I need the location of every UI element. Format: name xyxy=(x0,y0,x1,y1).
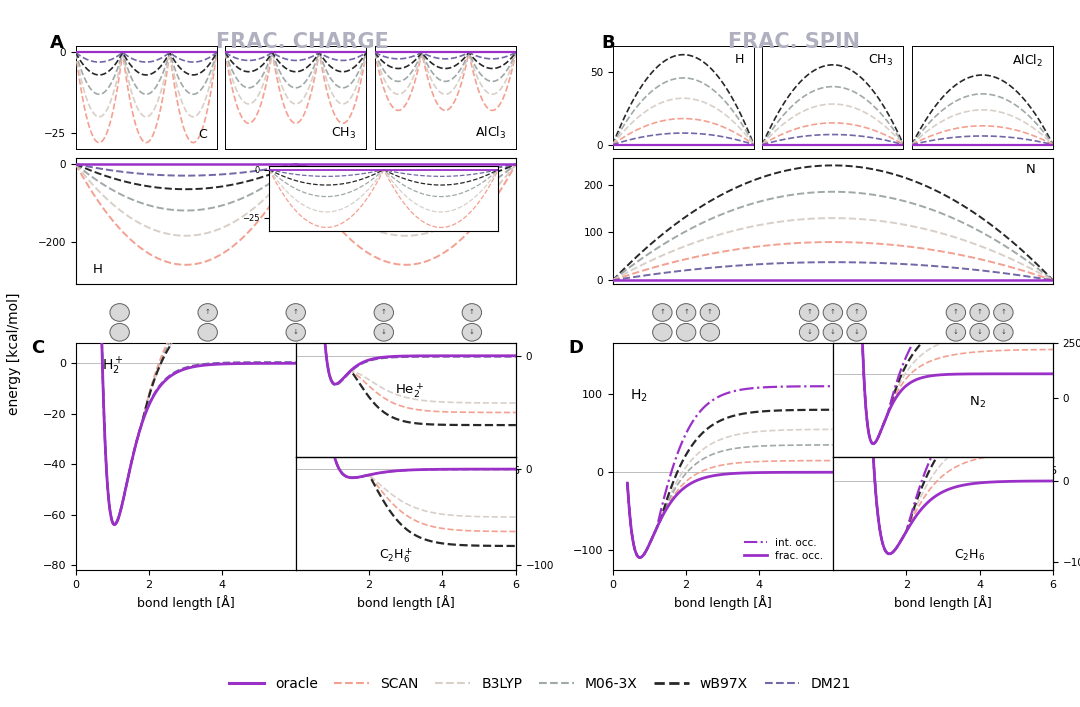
Text: C: C xyxy=(31,339,45,356)
Text: D: D xyxy=(569,339,583,356)
X-axis label: bond length [Å]: bond length [Å] xyxy=(674,595,772,610)
Legend: oracle, SCAN, B3LYP, M06-3X, wB97X, DM21: oracle, SCAN, B3LYP, M06-3X, wB97X, DM21 xyxy=(224,672,856,696)
Text: ↑: ↑ xyxy=(293,310,299,315)
Text: ↓: ↓ xyxy=(293,329,299,335)
Text: FRAC. CHARGE: FRAC. CHARGE xyxy=(216,32,389,52)
Text: H: H xyxy=(734,53,744,66)
Text: ↓: ↓ xyxy=(469,329,475,335)
Text: ↑: ↑ xyxy=(976,310,983,315)
Text: C: C xyxy=(198,128,207,141)
Text: ↓: ↓ xyxy=(829,329,836,335)
X-axis label: bond length [Å]: bond length [Å] xyxy=(137,595,234,610)
Text: ↓: ↓ xyxy=(1000,329,1007,335)
Text: ↑: ↑ xyxy=(853,310,860,315)
Text: H$_2$: H$_2$ xyxy=(631,388,648,404)
Text: ↑: ↑ xyxy=(1000,310,1007,315)
Text: ↓: ↓ xyxy=(976,329,983,335)
Text: N: N xyxy=(1026,163,1036,176)
Text: ↓: ↓ xyxy=(381,329,387,335)
X-axis label: bond length [Å]: bond length [Å] xyxy=(356,595,455,610)
Text: C$_2$H$_6^+$: C$_2$H$_6^+$ xyxy=(379,546,414,565)
Text: ↑: ↑ xyxy=(707,310,713,315)
Text: ↑: ↑ xyxy=(381,310,387,315)
Text: B: B xyxy=(602,34,616,52)
Text: ↑: ↑ xyxy=(660,310,665,315)
Text: ↑: ↑ xyxy=(469,310,475,315)
Text: ↑: ↑ xyxy=(829,310,836,315)
Text: AlCl$_3$: AlCl$_3$ xyxy=(475,124,507,141)
Text: ↓: ↓ xyxy=(853,329,860,335)
Text: He$_2^+$: He$_2^+$ xyxy=(395,381,423,400)
Text: H$_2^+$: H$_2^+$ xyxy=(102,356,123,377)
X-axis label: bond length [Å]: bond length [Å] xyxy=(894,595,991,610)
Text: ↑: ↑ xyxy=(205,310,211,315)
Text: ↓: ↓ xyxy=(806,329,812,335)
Legend: int. occ., frac. occ.: int. occ., frac. occ. xyxy=(740,533,827,565)
Text: ↑: ↑ xyxy=(806,310,812,315)
Text: H: H xyxy=(93,263,103,276)
Text: ↑: ↑ xyxy=(684,310,689,315)
Text: CH$_3$: CH$_3$ xyxy=(332,126,356,141)
Text: C$_2$H$_6$: C$_2$H$_6$ xyxy=(954,548,985,563)
Text: ↓: ↓ xyxy=(953,329,959,335)
Text: AlCl$_2$: AlCl$_2$ xyxy=(1012,53,1043,69)
Text: ↑: ↑ xyxy=(953,310,959,315)
Text: A: A xyxy=(50,34,64,52)
Text: energy [kcal/mol]: energy [kcal/mol] xyxy=(8,292,21,415)
Text: FRAC. SPIN: FRAC. SPIN xyxy=(728,32,860,52)
Text: N$_2$: N$_2$ xyxy=(970,395,986,409)
Text: CH$_3$: CH$_3$ xyxy=(868,53,893,69)
